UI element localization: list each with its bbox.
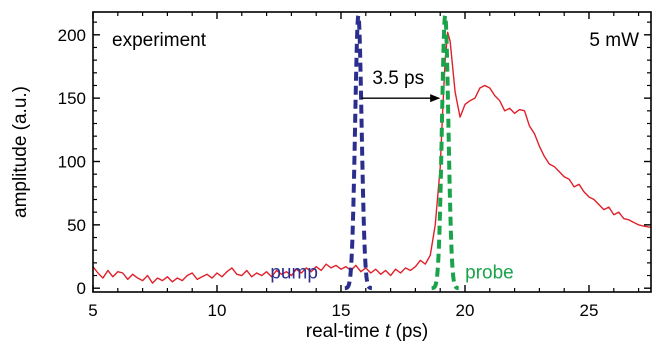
plot-area [92,13,652,291]
experiment-label: experiment [112,30,207,51]
probe-label: probe [465,263,514,284]
pump-label: pump [270,263,318,284]
measured-series-line [92,31,652,284]
probe-series-line [429,13,461,291]
y-tick-label: 50 [67,216,86,235]
x-tick-label: 20 [456,301,475,320]
x-axis-label-variable: t [385,321,391,342]
y-tick-label: 100 [58,153,86,172]
x-axis-label: real-time t (ps) [306,321,428,342]
y-tick-label: 150 [58,89,86,108]
x-tick-label: 25 [580,301,599,320]
x-tick-label: 5 [88,301,97,320]
x-axis-ticks: 5 10 15 20 25 [88,12,640,320]
y-axis-ticks: 0 50 100 150 200 [58,21,651,298]
plot-frame [92,11,652,293]
delay-label: 3.5 ps [372,68,424,89]
y-tick-label: 0 [77,279,86,298]
x-tick-label: 10 [208,301,227,320]
pump-series-line [343,13,374,291]
power-label: 5 mW [589,30,639,51]
y-axis-label: amplitude (a.u.) [10,86,31,218]
x-tick-label: 15 [332,301,351,320]
x-axis-label-prefix: real-time [306,321,385,342]
x-axis-label-suffix: (ps) [390,321,428,342]
y-tick-label: 200 [58,26,86,45]
series-layer [92,13,652,291]
